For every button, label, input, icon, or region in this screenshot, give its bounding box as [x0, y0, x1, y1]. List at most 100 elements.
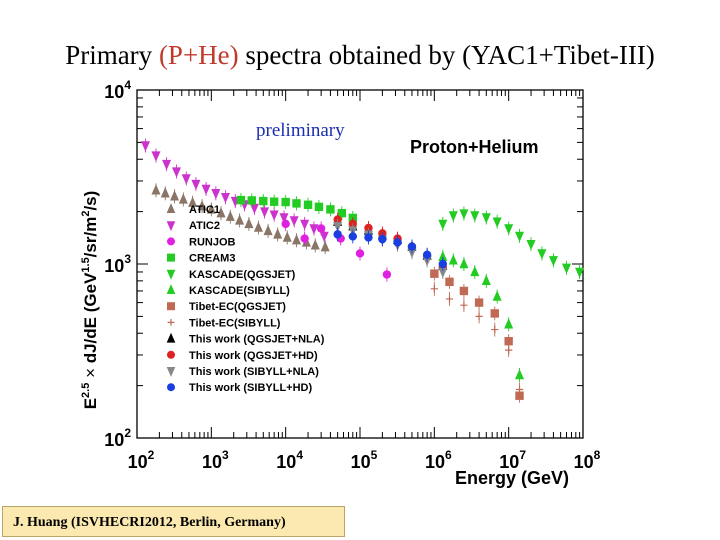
- data-point: [247, 196, 256, 205]
- data-point: [244, 217, 254, 229]
- ylabel-mid: dJ/dE (GeV: [81, 272, 100, 363]
- tick-base: 10: [425, 452, 445, 472]
- tick-base: 10: [104, 82, 124, 102]
- data-point: [460, 301, 468, 309]
- series-cream3: [236, 193, 357, 225]
- data-point: [348, 232, 357, 241]
- ylabel-exp3: 2: [80, 211, 92, 217]
- tick-base: 10: [104, 430, 124, 450]
- data-point: [504, 318, 514, 329]
- data-point: [263, 224, 273, 236]
- legend: ATIC1 ATIC2 RUNJOB CREAM3 KASCADE(QGSJET) KAS…: [166, 203, 325, 394]
- series-tibet-ec-qgsjet: [430, 266, 524, 403]
- data-marks: [140, 138, 585, 403]
- legend-marker: [167, 237, 176, 246]
- legend-label: This work (SIBYLL+NLA): [189, 366, 319, 378]
- tick-exp: 5: [371, 448, 378, 462]
- data-point: [490, 309, 499, 318]
- series-runjob: [281, 216, 392, 282]
- data-point: [170, 190, 180, 201]
- data-point: [505, 346, 513, 354]
- ylabel-end: /s): [81, 191, 100, 211]
- series-this-work-sibyll-hd: [333, 227, 448, 271]
- legend-label: CREAM3: [189, 253, 235, 265]
- legend-marker: [167, 319, 175, 326]
- ylabel-base: E: [81, 398, 100, 409]
- x-tick-label: 103: [202, 448, 229, 472]
- data-point: [171, 167, 182, 178]
- data-point: [211, 189, 221, 200]
- data-point: [289, 216, 299, 227]
- data-point: [160, 187, 170, 198]
- x-tick-label: 105: [351, 448, 378, 472]
- data-point: [333, 221, 343, 233]
- tick-exp: 4: [296, 448, 303, 462]
- legend-label: This work (QGSJET+HD): [189, 350, 318, 362]
- data-point: [492, 290, 502, 301]
- series-kascade-qgsjet: [438, 206, 585, 279]
- tick-exp: 3: [222, 448, 229, 462]
- data-point: [407, 242, 417, 251]
- legend-marker: [166, 221, 176, 232]
- y-tick-label: 104: [104, 78, 131, 102]
- data-point: [459, 209, 469, 220]
- y-tick-label: 102: [104, 426, 131, 450]
- tick-base: 10: [351, 452, 371, 472]
- data-point: [273, 228, 283, 239]
- data-point: [178, 193, 188, 204]
- data-point: [181, 174, 191, 185]
- data-point: [504, 224, 514, 235]
- data-point: [220, 193, 231, 204]
- legend-label: ATIC2: [189, 220, 220, 232]
- data-point: [320, 241, 330, 252]
- series-tibet-ec-sibyll: [430, 281, 524, 397]
- data-point: [459, 286, 469, 296]
- data-point: [575, 267, 585, 279]
- tick-exp: 2: [148, 448, 155, 462]
- x-tick-label: 107: [499, 448, 526, 472]
- data-point: [481, 213, 491, 224]
- legend-label: KASCADE(QGSJET): [189, 269, 296, 281]
- data-point: [303, 200, 313, 209]
- data-point: [201, 184, 211, 196]
- data-point: [151, 151, 161, 162]
- data-point: [355, 249, 365, 258]
- data-point: [491, 325, 499, 334]
- data-point: [225, 210, 235, 221]
- data-point: [333, 230, 342, 239]
- data-point: [459, 257, 469, 269]
- data-point: [309, 224, 319, 235]
- data-point: [310, 239, 320, 250]
- data-point: [515, 385, 524, 394]
- data-point: [162, 159, 172, 171]
- legend-marker: [166, 269, 176, 280]
- x-axis-label: Energy (GeV): [455, 468, 569, 488]
- data-point: [470, 265, 480, 277]
- series-kascade-sibyll: [438, 249, 525, 383]
- data-point: [292, 234, 302, 245]
- data-point: [337, 208, 347, 218]
- tick-base: 10: [128, 452, 148, 472]
- tick-exp: 2: [124, 426, 131, 440]
- tick-base: 10: [499, 452, 519, 472]
- data-point: [188, 196, 198, 207]
- x-tick-label: 102: [128, 448, 155, 472]
- legend-label: This work (SIBYLL+HD): [189, 382, 312, 394]
- data-point: [206, 203, 216, 214]
- data-point: [216, 207, 226, 218]
- tick-exp: 6: [445, 448, 452, 462]
- data-point: [300, 219, 310, 230]
- data-point: [197, 200, 207, 211]
- tick-base: 10: [574, 452, 594, 472]
- legend-label: This work (QGSJET+NLA): [189, 334, 325, 346]
- legend-label: Tibet-EC(SIBYLL): [189, 317, 281, 329]
- data-point: [319, 231, 329, 243]
- legend-label: RUNJOB: [189, 236, 236, 248]
- data-point: [474, 298, 484, 307]
- data-point: [548, 256, 558, 267]
- data-point: [438, 259, 448, 269]
- tick-base: 10: [276, 452, 296, 472]
- legend-label: KASCADE(SIBYLL): [189, 285, 290, 297]
- tick-base: 10: [202, 452, 222, 472]
